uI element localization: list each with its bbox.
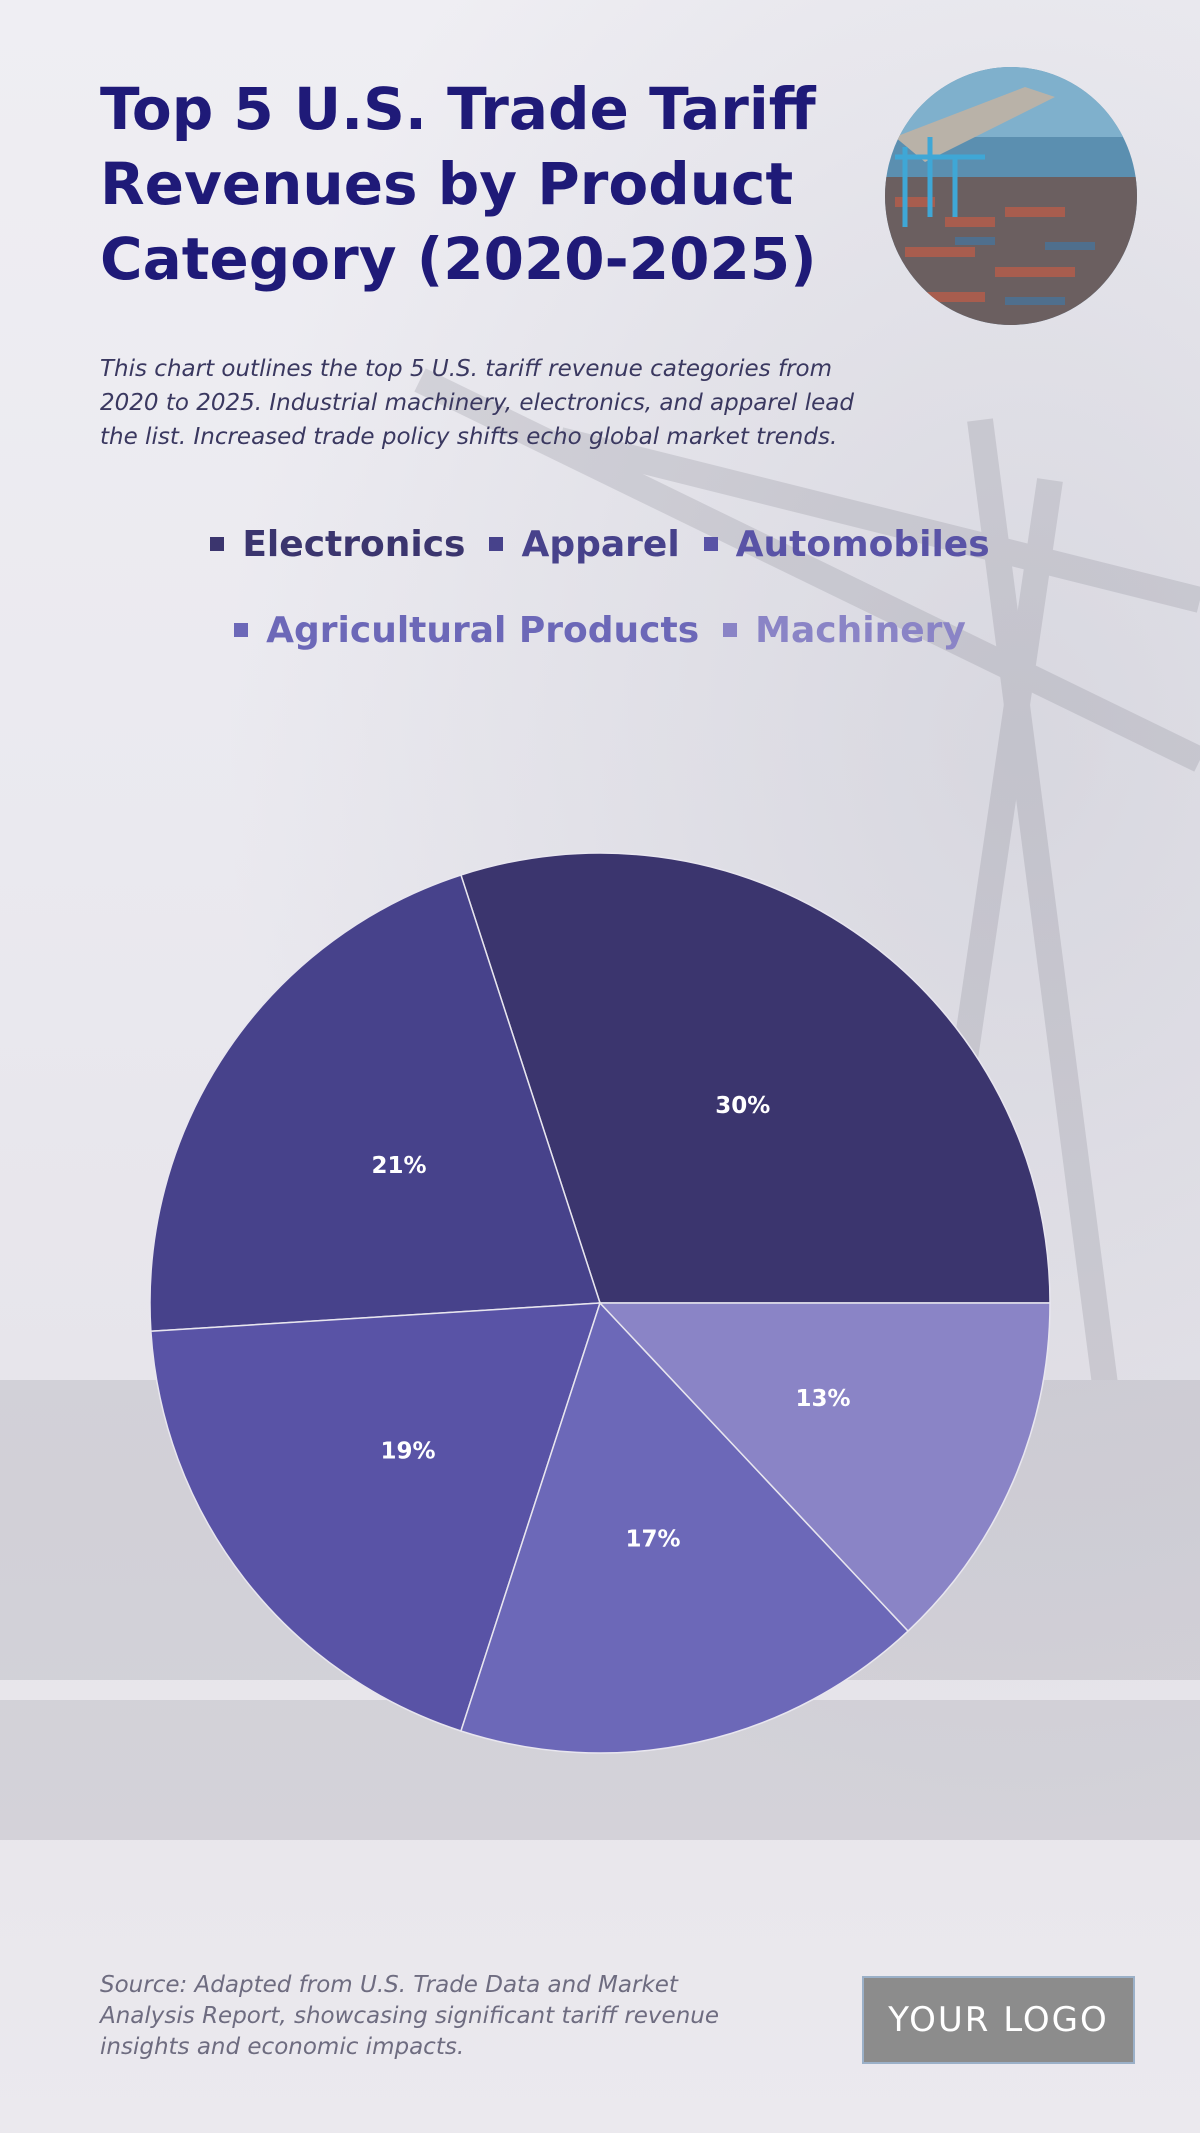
legend-swatch-apparel (489, 537, 504, 551)
chart-legend: Electronics Apparel Automobiles Agricult… (0, 508, 1200, 680)
chart-subtitle: This chart outlines the top 5 U.S. tarif… (100, 356, 854, 450)
legend-label-electronics: Electronics (242, 523, 466, 565)
legend-row-1: Electronics Apparel Automobiles (0, 508, 1200, 580)
pie-slice-apparel (149, 874, 602, 1333)
legend-row-2: Agricultural Products Machinery (0, 594, 1200, 666)
pie-slice-agricultural-products (459, 1301, 910, 1754)
legend-swatch-agricultural-products (234, 623, 249, 637)
port-container-photo (885, 67, 1137, 325)
legend-label-machinery: Machinery (755, 609, 966, 651)
legend-item-automobiles: Automobiles (703, 523, 990, 565)
legend-item-electronics: Electronics (210, 524, 465, 565)
pie-slice-machinery (598, 1302, 1051, 1633)
legend-swatch-automobiles (703, 537, 718, 551)
legend-swatch-machinery (723, 623, 738, 637)
legend-item-apparel: Apparel (489, 523, 680, 565)
legend-label-automobiles: Automobiles (735, 523, 990, 565)
logo-text: YOUR LOGO (888, 2000, 1109, 2040)
logo-placeholder: YOUR LOGO (862, 1976, 1135, 2064)
legend-swatch-electronics (210, 537, 225, 551)
pie-label-electronics: 30% (715, 1093, 770, 1119)
pie-label-agricultural-products: 17% (625, 1527, 680, 1553)
pie-slice-electronics (459, 852, 1051, 1304)
pie-label-automobiles: 19% (380, 1438, 435, 1464)
legend-item-agricultural-products: Agricultural Products (234, 610, 699, 651)
pie-label-apparel: 21% (371, 1153, 426, 1179)
pie-label-machinery: 13% (795, 1386, 850, 1412)
source-note: Source: Adapted from U.S. Trade Data and… (100, 1972, 720, 2060)
legend-label-apparel: Apparel (521, 523, 680, 565)
legend-item-machinery: Machinery (723, 610, 966, 651)
page-title: Top 5 U.S. Trade Tariff Revenues by Prod… (100, 75, 817, 293)
legend-label-agricultural-products: Agricultural Products (266, 609, 700, 651)
pie-slice-automobiles (150, 1302, 602, 1732)
